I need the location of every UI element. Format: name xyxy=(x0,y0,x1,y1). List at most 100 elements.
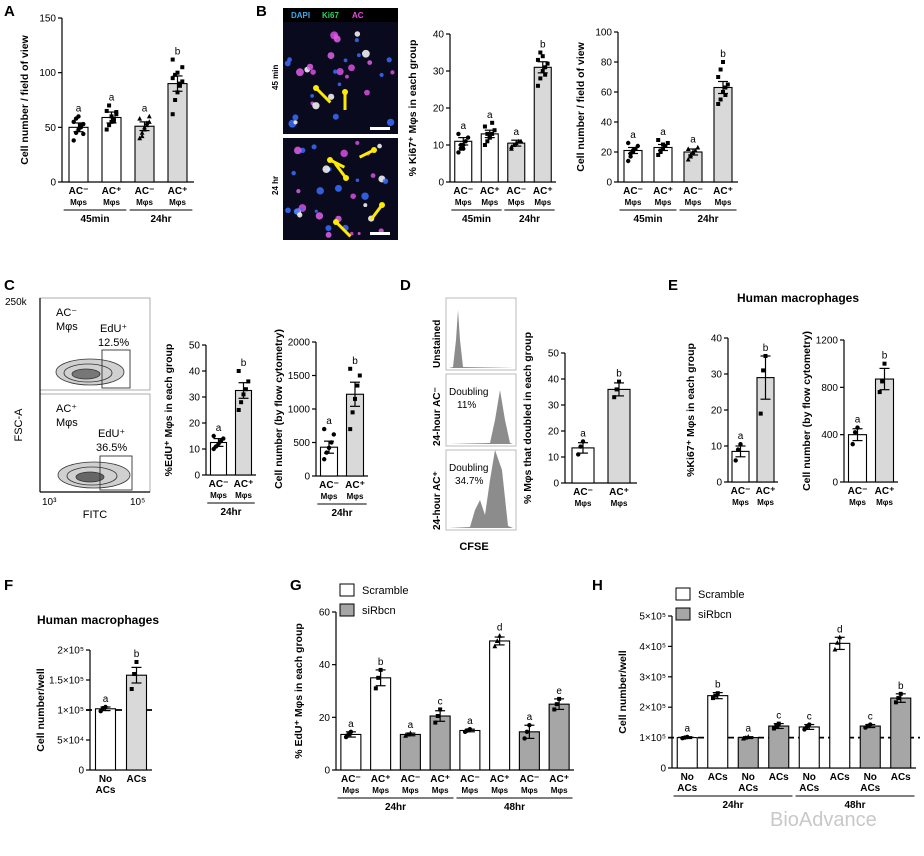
data-point xyxy=(433,720,438,725)
facs-bottom-gate: EdU⁺ xyxy=(98,428,125,440)
significance-letter: a xyxy=(660,127,666,138)
data-point xyxy=(738,442,743,447)
significance-letter: a xyxy=(109,92,115,103)
bar xyxy=(399,733,421,771)
y-tick-label: 0 xyxy=(832,478,838,489)
significance-letter: a xyxy=(580,428,586,439)
y-tick-label: 5×10⁵ xyxy=(639,612,666,623)
category-label: ACs xyxy=(830,772,850,783)
data-point xyxy=(535,83,540,88)
cell-dot xyxy=(284,60,291,67)
cfse-peak-unstained xyxy=(449,310,513,368)
data-point xyxy=(142,124,147,130)
data-point xyxy=(357,373,362,378)
cell-dot xyxy=(327,93,335,100)
category-label: AC⁻ xyxy=(460,774,480,785)
group-label: 48hr xyxy=(504,802,525,813)
data-point xyxy=(378,667,383,672)
data-point xyxy=(612,395,617,400)
cell-dot xyxy=(291,170,296,176)
bar xyxy=(859,725,881,769)
cell-dot xyxy=(356,53,361,58)
cell-dot xyxy=(382,178,389,184)
data-point xyxy=(527,723,532,728)
significance-letter: a xyxy=(684,724,690,735)
facs-contour-bottom xyxy=(57,461,131,489)
scale-bar-45min xyxy=(370,127,390,130)
y-axis-title: Cell number / field of view xyxy=(19,34,31,164)
significance-letter: a xyxy=(855,415,861,426)
data-point xyxy=(104,127,109,132)
y-tick-label: 40 xyxy=(711,334,723,345)
category-sublabel: Mφs xyxy=(321,492,338,501)
data-point xyxy=(463,139,468,144)
cell-dot xyxy=(332,113,339,120)
cfse-pct-ac-minus: 11% xyxy=(457,400,476,411)
data-point xyxy=(635,143,640,149)
data-point xyxy=(114,112,119,117)
significance-letter: b xyxy=(175,47,181,58)
data-point xyxy=(482,143,487,147)
y-axis-title: Cell number (by flow cytometry) xyxy=(273,329,285,489)
legend-swatch xyxy=(339,583,355,597)
data-point xyxy=(761,368,766,373)
significance-letter: b xyxy=(898,681,904,692)
cfse-x-axis-label: CFSE xyxy=(459,541,488,553)
data-point xyxy=(114,110,119,115)
data-point xyxy=(492,643,498,649)
cell-dot xyxy=(311,144,317,150)
y-tick-label: 20 xyxy=(711,406,723,417)
cell-dot xyxy=(354,38,359,43)
cell-dot xyxy=(334,184,342,192)
data-point xyxy=(405,731,411,737)
data-point xyxy=(695,144,701,150)
data-point xyxy=(467,726,473,732)
facs-y-axis-label: FSC-A xyxy=(13,408,25,442)
data-point xyxy=(663,144,668,148)
data-point xyxy=(180,65,185,70)
category-label: AC⁺ xyxy=(713,186,733,197)
title-e: Human macrophages xyxy=(737,291,859,305)
y-tick-label: 2×10⁵ xyxy=(57,646,84,657)
category-sublabel: Mφs xyxy=(491,786,508,795)
data-point xyxy=(485,131,490,136)
data-point xyxy=(658,148,663,153)
cell-dot xyxy=(325,231,332,238)
cell-dot xyxy=(379,72,384,78)
bar xyxy=(459,729,481,771)
category-sublabel: Mφs xyxy=(210,491,227,500)
data-point xyxy=(540,54,545,59)
data-point xyxy=(111,116,116,121)
data-point xyxy=(518,138,524,144)
data-point xyxy=(513,140,519,146)
data-point xyxy=(713,693,718,698)
cell-dot xyxy=(361,192,369,200)
category-label: AC⁻ xyxy=(731,486,751,497)
facs-top-sub: Mφs xyxy=(56,321,78,333)
category-sublabel: Mφs xyxy=(481,198,498,207)
data-point xyxy=(494,638,500,643)
data-point xyxy=(129,687,134,691)
cell-dot xyxy=(386,57,392,63)
y-tick-label: 100 xyxy=(595,28,612,39)
significance-letter: a xyxy=(690,135,696,146)
cell-dot xyxy=(345,74,349,79)
data-point xyxy=(715,691,720,696)
y-tick-label: 150 xyxy=(39,14,56,25)
data-point xyxy=(239,400,244,405)
category-label: AC⁻ xyxy=(573,487,593,498)
legend-label: Scramble xyxy=(362,585,408,597)
cfse-pct-ac-plus: 34.7% xyxy=(455,476,483,487)
category-sublabel: Mφs xyxy=(715,198,732,207)
data-point xyxy=(538,76,543,81)
facs-top-group: AC⁻ xyxy=(56,307,77,319)
data-point xyxy=(407,730,413,736)
y-tick-label: 20 xyxy=(601,148,613,159)
bar xyxy=(653,146,673,183)
data-point xyxy=(81,131,86,137)
y-tick-label: 20 xyxy=(319,713,331,724)
category-label: AC⁻ xyxy=(401,774,421,785)
arrow-head xyxy=(313,85,319,91)
significance-letter: c xyxy=(807,712,812,723)
